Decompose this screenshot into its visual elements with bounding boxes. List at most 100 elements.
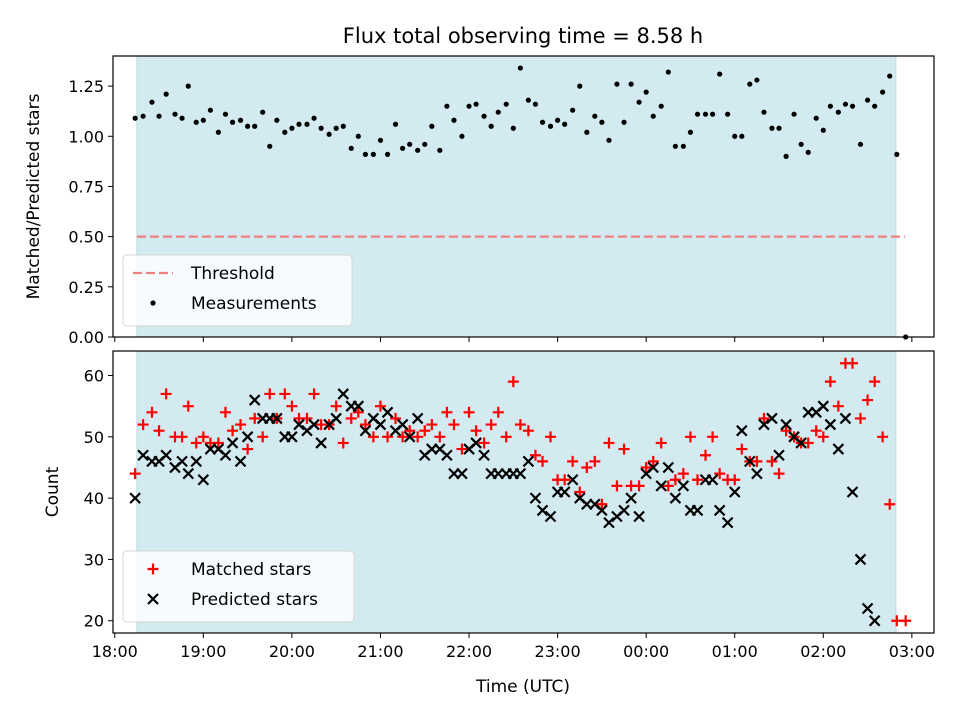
panel-0-series-0-point (887, 73, 893, 79)
panel-1-legend-symbol-1 (147, 593, 159, 605)
panel-1-series-0-point (869, 376, 881, 388)
panel-0-series-0-point (200, 117, 206, 123)
panel-1-series-0-point (640, 461, 652, 473)
panel-1-series-1-point (861, 602, 874, 615)
panel-0-series-0-point (296, 121, 302, 127)
panel-1-series-1-point (286, 431, 298, 443)
panel-0-series-0-point (370, 151, 376, 157)
panel-1-series-1-point (691, 504, 704, 517)
panel-1-series-1-point (197, 473, 210, 486)
panel-1-series-1-point (522, 455, 535, 468)
panel-1-series-1-point (766, 412, 778, 425)
panel-1-y-tick-label: 50 (84, 428, 104, 447)
panel-0-series-0-point (599, 119, 605, 125)
panel-0-series-0-point (503, 101, 509, 107)
panel-1-series-1-point (234, 455, 247, 468)
panel-1-series-0-point (700, 449, 712, 461)
panel-1-series-0-point (611, 480, 623, 492)
panel-1-series-0-point (448, 419, 460, 431)
panel-0-series-0-point (304, 121, 310, 127)
panel-0-series-0-point (880, 89, 886, 95)
panel-1-series-0-point (707, 431, 719, 443)
panel-1-series-0-point (470, 425, 482, 437)
panel-1-series-1-point (736, 424, 748, 437)
panel-1-series-1-point (293, 418, 305, 431)
panel-0-series-0-point (776, 125, 782, 131)
panel-1-series-0-point (478, 437, 490, 449)
panel-1-series-0-point (212, 437, 224, 449)
panel-0-series-0-point (407, 141, 413, 147)
panel-1-series-0-point (434, 431, 446, 443)
panel-1-series-0-point (662, 480, 674, 492)
panel-1-series-0-point (485, 419, 497, 431)
x-tick-label: 18:00 (92, 642, 138, 661)
panel-1-series-0-point (264, 388, 276, 400)
panel-1-series-1-point (706, 473, 719, 486)
panel-0-series-0-point (761, 109, 767, 115)
panel-0-series-0-point (672, 143, 678, 149)
panel-0-series-0-point (392, 121, 399, 127)
panel-0-series-0-point (739, 133, 745, 139)
panel-1-series-1-point (795, 437, 807, 449)
panel-0-series-0-point (422, 141, 428, 147)
panel-1-series-1-point (176, 455, 188, 468)
x-tick-label: 00:00 (623, 642, 669, 661)
panel-0-series-0-point (400, 145, 406, 151)
panel-1-series-1-point (677, 480, 690, 492)
panel-1-series-0-point (219, 406, 231, 418)
panel-0-series-0-point (495, 109, 501, 115)
panel-0-series-0-point (156, 113, 162, 119)
panel-1-series-0-point (257, 431, 269, 443)
panel-0-series-0-point (525, 97, 531, 103)
panel-1-series-0-point (153, 425, 165, 437)
panel-1-series-1-point (868, 614, 881, 627)
panel-0-series-0-point (451, 117, 457, 123)
panel-0-series-0-point (864, 97, 871, 103)
panel-1-series-0-point (419, 425, 431, 437)
x-tick-label: 22:00 (446, 642, 492, 661)
panel-0-y-axis-label: Matched/Predicted stars (24, 93, 44, 299)
panel-1-series-1-point (374, 418, 387, 431)
panel-0-series-0-point (702, 111, 709, 117)
panel-1-series-1-point (248, 394, 261, 406)
panel-0-series-0-point (163, 91, 169, 97)
panel-1-series-0-point (714, 468, 726, 480)
panel-0-series-0-point (289, 125, 295, 131)
x-tick-label: 23:00 (535, 642, 581, 661)
panel-1-series-1-point (308, 418, 320, 431)
panel-0-series-0-point (267, 143, 273, 149)
panel-0-series-0-point (185, 83, 191, 89)
panel-1-series-1-point (728, 486, 741, 498)
panel-1-series-1-point (182, 467, 195, 480)
panel-1-series-1-point (824, 418, 837, 431)
panel-0-series-0-point (459, 133, 465, 139)
panel-1-series-0-point (529, 449, 541, 461)
panel-1-series-1-point (721, 516, 734, 529)
panel-0-series-0-point (429, 123, 435, 129)
panel-0-y-tick-label: 0.50 (68, 228, 104, 247)
panel-0-series-0-point (229, 119, 236, 125)
panel-1-series-1-point (352, 400, 365, 412)
panel-0-series-0-point (857, 141, 864, 147)
panel-0-series-0-point (340, 123, 346, 129)
panel-1-series-1-point (470, 437, 482, 449)
panel-1-series-0-point (286, 400, 298, 412)
panel-0-legend: Threshold Measurements (122, 254, 353, 327)
panel-1-series-0-point (507, 376, 519, 388)
panel-1-series-1-point (536, 504, 549, 517)
panel-0-series-0-point (348, 145, 354, 151)
panel-1-series-1-point (315, 437, 327, 449)
panel-0-series-0-point (149, 99, 155, 105)
panel-1-series-0-point (618, 443, 630, 455)
panel-1-series-0-point (426, 419, 438, 431)
panel-1-series-0-point (197, 431, 209, 443)
panel-1-series-1-point (396, 418, 409, 431)
panel-1-series-0-point (824, 376, 836, 388)
panel-0-series-0-point (754, 77, 760, 83)
panel-0-series-0-point (215, 129, 221, 135)
panel-0-series-0-point (842, 101, 849, 107)
panel-0-series-0-point (222, 111, 229, 117)
panel-1-series-0-point (345, 412, 357, 424)
panel-0-series-0-point (274, 117, 280, 123)
